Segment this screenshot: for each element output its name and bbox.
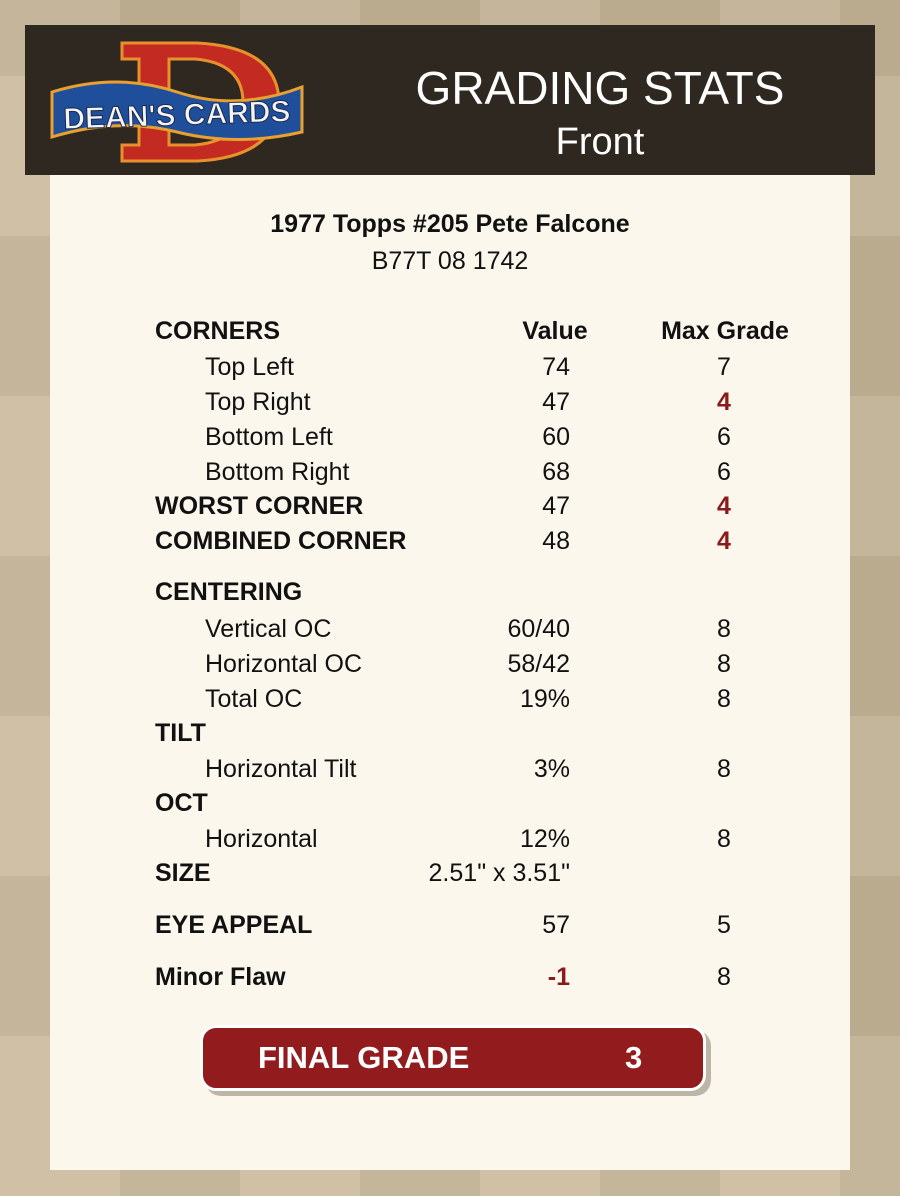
final-grade-value: 3 <box>625 1040 643 1075</box>
grade-row: CENTERING <box>0 577 900 607</box>
row-max-grade: 4 <box>717 492 731 520</box>
row-label: CORNERS <box>155 317 281 345</box>
grade-row: Horizontal OC 58/42 8 <box>0 649 900 679</box>
row-value: 12% <box>519 825 570 853</box>
row-max-grade: 4 <box>717 527 731 555</box>
row-label: Total OC <box>205 685 303 713</box>
grade-row: Top Right 47 4 <box>0 387 900 417</box>
row-label: Top Left <box>205 353 294 381</box>
row-value: 68 <box>542 458 570 486</box>
grade-row: Total OC 19% 8 <box>0 684 900 714</box>
row-label: WORST CORNER <box>155 492 364 520</box>
final-grade-label: FINAL GRADE <box>258 1040 470 1075</box>
row-value: 60 <box>542 423 570 451</box>
row-max-grade: 8 <box>717 755 731 783</box>
row-value: 2.51" x 3.51" <box>428 859 570 887</box>
row-label: CENTERING <box>155 578 303 606</box>
row-label: COMBINED CORNER <box>155 527 407 555</box>
row-max-grade: 5 <box>717 911 731 939</box>
stats-panel <box>50 160 850 1170</box>
row-label: Horizontal <box>205 825 318 853</box>
row-value: 19% <box>519 685 570 713</box>
row-label: EYE APPEAL <box>155 911 313 939</box>
row-value: 48 <box>542 527 570 555</box>
max-grade-column-header: Max Grade <box>661 317 789 345</box>
row-max-grade: 6 <box>717 458 731 486</box>
page-title: GRADING STATS <box>415 62 785 114</box>
row-max-grade: 8 <box>717 615 731 643</box>
grade-row: TILT <box>0 718 900 748</box>
grade-row: Bottom Left 60 6 <box>0 422 900 452</box>
row-value: 58/42 <box>507 650 570 678</box>
row-label: Minor Flaw <box>155 963 286 991</box>
row-max-grade: 8 <box>717 685 731 713</box>
row-max-grade: 4 <box>717 388 731 416</box>
card-code: B77T 08 1742 <box>371 247 529 275</box>
row-label: TILT <box>155 719 206 747</box>
row-label: Bottom Right <box>205 458 350 486</box>
grade-row: Horizontal Tilt 3% 8 <box>0 754 900 784</box>
row-label: SIZE <box>155 859 211 887</box>
row-max-grade: 8 <box>717 825 731 853</box>
row-value: 60/40 <box>507 615 570 643</box>
grade-row: COMBINED CORNER 48 4 <box>0 526 900 556</box>
value-column-header: Value <box>522 317 588 345</box>
header-bar: DEAN'S CARDS GRADING STATS Front <box>25 25 875 175</box>
row-label: Top Right <box>205 388 311 416</box>
grade-row: Vertical OC 60/40 8 <box>0 614 900 644</box>
final-grade-badge: FINAL GRADE 3 <box>200 1025 706 1091</box>
row-value: 74 <box>542 353 570 381</box>
row-max-grade: 8 <box>717 963 731 991</box>
grade-row: Horizontal 12% 8 <box>0 824 900 854</box>
grade-row: Bottom Right 68 6 <box>0 457 900 487</box>
row-label: Vertical OC <box>205 615 332 643</box>
row-label: Horizontal Tilt <box>205 755 357 783</box>
grade-row: Minor Flaw -1 8 <box>0 962 900 992</box>
grade-row: CORNERS Value Max Grade <box>0 316 900 346</box>
card-title: 1977 Topps #205 Pete Falcone <box>270 210 630 238</box>
logo-ribbon <box>50 80 304 141</box>
row-value: 47 <box>542 388 570 416</box>
grade-row: WORST CORNER 47 4 <box>0 491 900 521</box>
grade-row: SIZE 2.51" x 3.51" <box>0 858 900 888</box>
row-label: OCT <box>155 789 208 817</box>
row-value: 57 <box>542 911 570 939</box>
deans-cards-logo: DEAN'S CARDS <box>50 41 304 163</box>
row-label: Horizontal OC <box>205 650 362 678</box>
row-value: 47 <box>542 492 570 520</box>
row-max-grade: 6 <box>717 423 731 451</box>
row-value: -1 <box>547 963 570 991</box>
row-max-grade: 8 <box>717 650 731 678</box>
row-label: Bottom Left <box>205 423 333 451</box>
row-value: 3% <box>533 755 570 783</box>
page-subtitle: Front <box>555 121 645 163</box>
grade-row: EYE APPEAL 57 5 <box>0 910 900 940</box>
grade-row: OCT <box>0 788 900 818</box>
grade-row: Top Left 74 7 <box>0 352 900 382</box>
row-max-grade: 7 <box>717 353 731 381</box>
